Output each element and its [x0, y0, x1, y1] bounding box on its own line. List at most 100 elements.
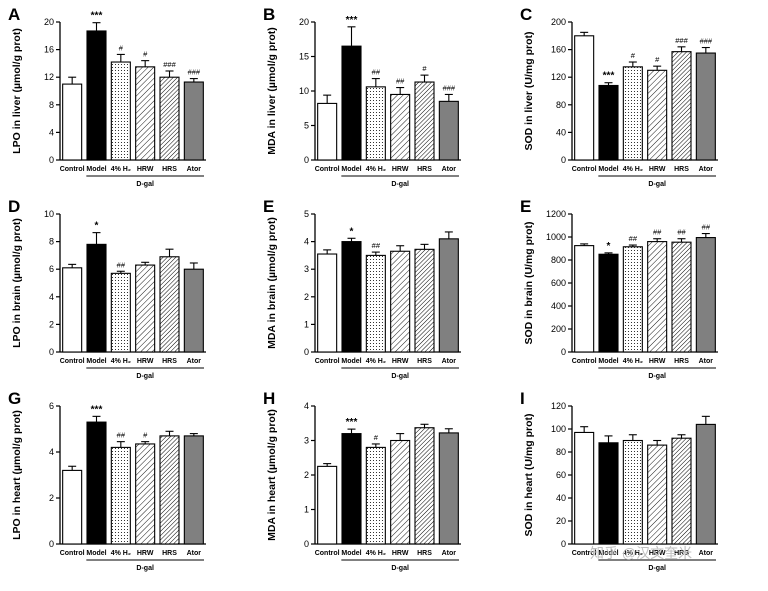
bar-2: [622, 66, 643, 161]
category-label-5: Ator: [442, 166, 457, 173]
significance-label-4: ###: [163, 60, 176, 69]
y-tick-label: 200: [551, 324, 566, 334]
significance-label-5: ###: [443, 83, 456, 92]
category-label-1: Model: [341, 166, 361, 173]
category-label-1: Model: [598, 550, 618, 557]
category-label-1: Model: [86, 166, 106, 173]
significance-label-1: *: [350, 226, 354, 237]
bar-0: [62, 267, 83, 353]
y-tick-label: 0: [304, 155, 309, 165]
significance-label-1: ***: [603, 71, 615, 82]
y-tick-label: 10: [299, 86, 309, 96]
y-tick-label: 5: [304, 121, 309, 131]
bar-2: [365, 446, 386, 545]
category-label-3: HRW: [137, 550, 154, 557]
significance-label-1: ***: [91, 11, 103, 22]
category-label-5: Ator: [187, 166, 202, 173]
category-label-2: 4% H₂: [366, 166, 386, 173]
y-tick-label: 0: [561, 347, 566, 357]
bar-4: [159, 435, 180, 545]
category-label-4: HRS: [417, 358, 432, 365]
category-label-5: Ator: [187, 358, 202, 365]
y-tick-label: 0: [561, 155, 566, 165]
y-tick-label: 4: [49, 127, 54, 137]
bar-4: [671, 51, 692, 161]
bar-5: [183, 268, 204, 353]
category-label-4: HRS: [162, 358, 177, 365]
y-tick-label: 80: [556, 100, 566, 110]
bar-5: [695, 423, 716, 545]
y-tick-label: 3: [304, 264, 309, 274]
bar-3: [135, 66, 156, 161]
category-label-4: HRS: [162, 166, 177, 173]
bar-3: [135, 264, 156, 353]
y-tick-label: 1: [304, 319, 309, 329]
panel-d-3: D 0 2 4 6 8 10 LPO in brain (µmol/g prot) Contro…: [8, 197, 206, 380]
y-tick-label: 2: [304, 292, 309, 302]
panel-letter: G: [8, 389, 21, 408]
significance-label-4: ###: [675, 36, 688, 45]
panel-letter: B: [263, 5, 275, 24]
y-tick-label: 2: [49, 319, 54, 329]
bar-1: [86, 30, 107, 161]
category-label-4: HRS: [162, 550, 177, 557]
bar-0: [62, 83, 83, 161]
significance-label-3: #: [143, 431, 148, 440]
bar-5: [695, 237, 716, 353]
significance-label-1: ***: [346, 417, 358, 428]
bar-3: [390, 439, 411, 545]
y-tick-label: 400: [551, 301, 566, 311]
category-label-2: 4% H₂: [111, 358, 131, 365]
bar-3: [647, 69, 668, 161]
panel-letter: H: [263, 389, 275, 408]
y-tick-label: 20: [299, 17, 309, 27]
y-tick-label: 80: [556, 447, 566, 457]
panel-i-8: I 0 20 40 60 80 100 120 SOD in heart (U/mg prot)…: [520, 389, 718, 572]
panel-e-4: E 0 1 2 3 4 5 MDA in brain (µmol/g prot) Control…: [263, 197, 461, 380]
y-tick-label: 800: [551, 255, 566, 265]
category-label-2: 4% H₂: [111, 550, 131, 557]
bar-0: [574, 245, 595, 353]
group-label: D-gal: [136, 565, 154, 572]
panel-c-2: C 0 40 80 120 160 200 SOD in liver (U/mg prot) C…: [520, 5, 718, 188]
bar-1: [598, 442, 619, 545]
bar-4: [159, 256, 180, 353]
category-label-0: Control: [60, 550, 85, 557]
category-label-5: Ator: [699, 358, 714, 365]
y-tick-label: 60: [556, 470, 566, 480]
y-tick-label: 40: [556, 127, 566, 137]
significance-label-3: #: [655, 55, 660, 64]
category-label-2: 4% H₂: [623, 166, 643, 173]
bar-3: [647, 444, 668, 545]
significance-label-2: #: [374, 433, 379, 442]
category-label-3: HRW: [392, 166, 409, 173]
bar-5: [438, 100, 459, 161]
category-label-1: Model: [598, 166, 618, 173]
y-tick-label: 200: [551, 17, 566, 27]
category-label-5: Ator: [187, 550, 202, 557]
panel-letter: C: [520, 5, 532, 24]
panel-letter: D: [8, 197, 20, 216]
y-tick-label: 160: [551, 45, 566, 55]
significance-label-2: ##: [372, 68, 381, 77]
bar-2: [110, 446, 131, 545]
panel-e-5: E 0 200 400 600 800 1000 1200 SOD in brain (U/mg…: [520, 197, 718, 380]
y-tick-label: 8: [49, 237, 54, 247]
y-tick-label: 6: [49, 401, 54, 411]
y-axis-label: LPO in heart (µmol/g prot): [11, 410, 23, 540]
y-tick-label: 2: [49, 493, 54, 503]
bar-4: [414, 248, 435, 353]
group-label: D-gal: [391, 181, 409, 188]
category-label-0: Control: [60, 166, 85, 173]
bar-1: [598, 253, 619, 353]
panel-a-0: A 0 4 8 12 16 20 LPO in liver (µmol/g prot) Cont…: [8, 5, 206, 188]
y-tick-label: 0: [304, 539, 309, 549]
category-label-5: Ator: [442, 550, 457, 557]
bar-0: [317, 102, 338, 161]
y-axis-label: SOD in heart (U/mg prot): [523, 413, 535, 536]
significance-label-5: ##: [702, 223, 711, 232]
bar-1: [341, 45, 362, 161]
category-label-3: HRW: [649, 550, 666, 557]
category-label-3: HRW: [392, 358, 409, 365]
significance-label-5: ###: [188, 68, 201, 77]
